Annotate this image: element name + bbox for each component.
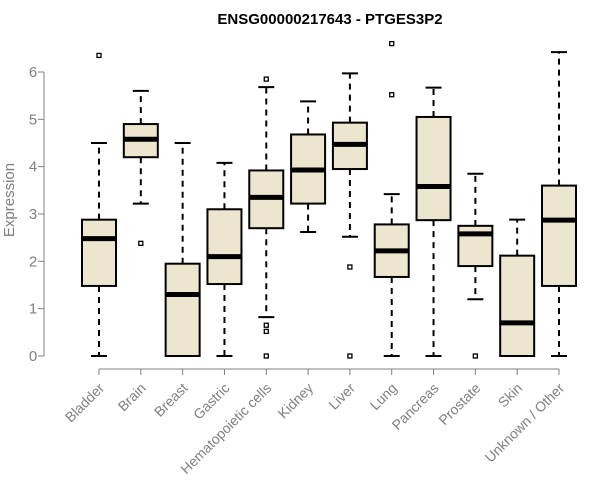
x-tick-label: Breast [151, 380, 191, 420]
y-axis: 0 1 2 3 4 5 6 [29, 64, 45, 365]
box-liver [331, 72, 368, 359]
iqr-box [415, 115, 452, 222]
y-tick-label: 5 [29, 111, 37, 128]
iqr-box [81, 218, 117, 287]
outlier-point [347, 353, 353, 359]
outlier-point [472, 353, 479, 359]
box-prostate [457, 172, 494, 359]
chart-title: ENSG00000217643 - PTGES3P2 [217, 11, 442, 28]
box-hematopoietic-cells [248, 76, 285, 359]
box-gastric [206, 161, 243, 357]
y-tick-label: 6 [29, 64, 37, 81]
box-kidney [290, 100, 327, 233]
x-tick-label: Bladder [62, 380, 108, 426]
box-brain [122, 89, 159, 246]
y-tick-label: 3 [29, 206, 37, 223]
box-skin [499, 218, 536, 357]
outlier-point [389, 92, 395, 98]
box-bladder [81, 52, 117, 357]
outlier-point [347, 264, 353, 270]
box-breast [164, 142, 201, 358]
outlier-point [263, 322, 269, 328]
x-tick-label: Liver [325, 380, 358, 413]
x-tick-label: Lung [367, 380, 400, 413]
outlier-point [389, 40, 395, 47]
iqr-box [206, 208, 243, 286]
box-lung [373, 40, 410, 357]
x-tick-label: Unknown / Other [482, 380, 568, 466]
box-unknown-other [541, 51, 577, 357]
y-tick-label: 2 [29, 253, 37, 270]
y-tick-label: 0 [29, 348, 37, 365]
x-tick-label: Skin [495, 380, 526, 411]
iqr-box [164, 262, 201, 358]
outlier-point [96, 52, 102, 59]
x-tick-label: Brain [115, 380, 149, 414]
iqr-box [499, 254, 536, 357]
x-tick-label: Prostate [435, 380, 483, 428]
boxes-group [81, 40, 577, 359]
box-pancreas [415, 86, 452, 357]
iqr-box [541, 184, 577, 287]
y-tick-label: 1 [29, 301, 37, 318]
outlier-point [263, 353, 269, 359]
outlier-point [263, 328, 269, 335]
outlier-point [138, 240, 144, 246]
y-tick-label: 4 [29, 159, 37, 176]
outlier-point [263, 76, 269, 82]
y-axis-label: Expression [1, 163, 18, 237]
x-tick-label: Kidney [275, 380, 317, 422]
